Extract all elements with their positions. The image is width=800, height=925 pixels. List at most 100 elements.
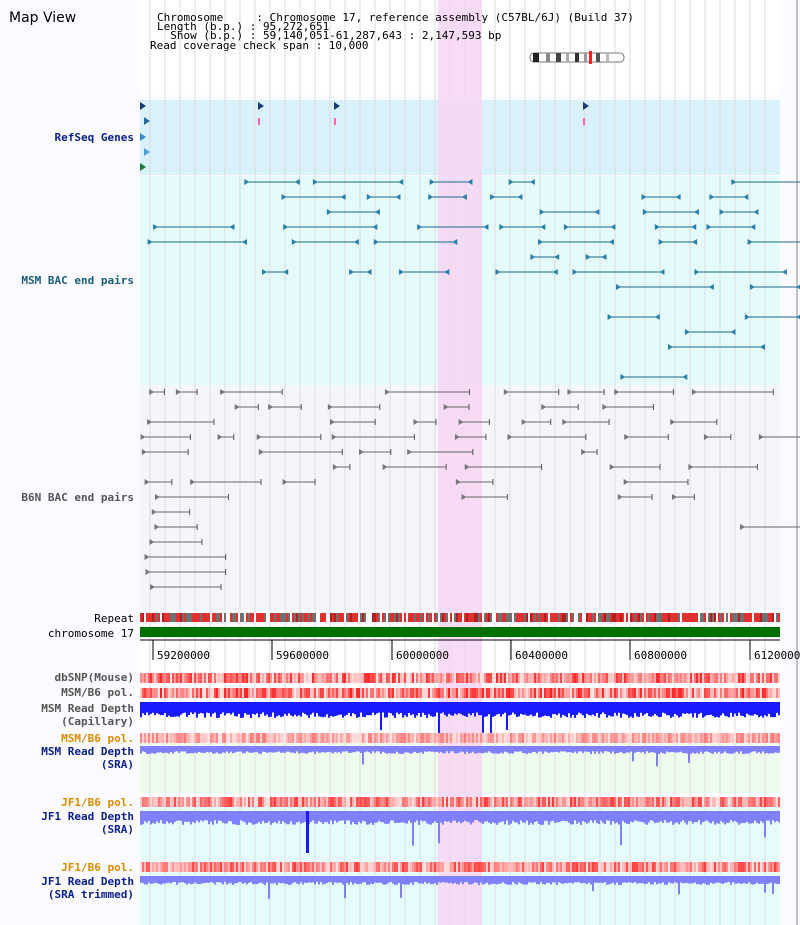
polymorphism-cell [226, 797, 228, 807]
repeat-element [538, 613, 540, 622]
polymorphism-cell [614, 862, 616, 872]
polymorphism-cell [746, 733, 748, 743]
snp-density-cell [550, 673, 552, 683]
polymorphism-cell [680, 733, 682, 743]
repeat-element [174, 613, 176, 622]
polymorphism-cell [224, 688, 226, 698]
read-depth-bar [268, 746, 270, 753]
bac-end-marker [759, 344, 765, 350]
polymorphism-cell [150, 862, 152, 872]
bac-end-marker [366, 194, 372, 200]
read-depth-bar [310, 702, 312, 715]
track-label-msm-b6-pol[interactable]: MSM/B6 pol. [61, 686, 134, 699]
polymorphism-cell [724, 797, 726, 807]
repeat-element [676, 613, 678, 622]
polymorphism-cell [776, 733, 778, 743]
read-depth-bar [300, 811, 302, 824]
bac-end-marker [366, 269, 372, 275]
track-label-msm-b6-pol-2[interactable]: MSM/B6 pol. [61, 732, 134, 745]
polymorphism-cell [706, 862, 708, 872]
polymorphism-cell [198, 797, 200, 807]
read-depth-bar [314, 702, 316, 717]
track-label-jf1-depth-trimmed[interactable]: JF1 Read Depth [41, 875, 134, 888]
track-label-refseq[interactable]: RefSeq Genes [54, 131, 134, 144]
read-depth-bar [578, 746, 580, 752]
snp-density-cell [192, 673, 194, 683]
track-label-dbsnp[interactable]: dbSNP(Mouse) [54, 671, 134, 684]
polymorphism-cell [488, 797, 490, 807]
read-depth-bar [620, 702, 622, 718]
polymorphism-cell [154, 733, 156, 743]
read-depth-bar [546, 702, 548, 717]
read-depth-bar [190, 746, 192, 754]
track-label-msm-bac[interactable]: MSM BAC end pairs [21, 274, 134, 287]
polymorphism-cell [632, 862, 634, 872]
polymorphism-cell [408, 862, 410, 872]
read-depth-bar [646, 702, 648, 714]
polymorphism-cell [616, 797, 618, 807]
polymorphism-cell [648, 688, 650, 698]
repeat-element [522, 613, 524, 622]
read-depth-bar [342, 746, 344, 752]
bac-end-marker [562, 419, 568, 425]
read-depth-bar [520, 746, 522, 752]
track-label-jf1-depth-sra[interactable]: JF1 Read Depth [41, 810, 134, 823]
read-depth-bar [212, 876, 214, 883]
snp-density-cell [340, 673, 342, 683]
polymorphism-cell [192, 797, 194, 807]
read-depth-bar [282, 811, 284, 822]
polymorphism-cell [444, 733, 446, 743]
polymorphism-cell [594, 733, 596, 743]
read-depth-bar [538, 702, 540, 718]
polymorphism-cell [718, 862, 720, 872]
read-depth-bar [592, 702, 594, 715]
polymorphism-cell [156, 862, 158, 872]
polymorphism-cell [390, 862, 392, 872]
snp-density-cell [564, 673, 566, 683]
polymorphism-cell [574, 862, 576, 872]
track-label-jf1-b6-pol-2[interactable]: JF1/B6 pol. [61, 861, 134, 874]
polymorphism-cell [228, 688, 230, 698]
read-depth-bar [484, 811, 486, 822]
polymorphism-cell [242, 862, 244, 872]
track-label-b6n-bac[interactable]: B6N BAC end pairs [21, 491, 134, 504]
track-label-chromosome[interactable]: chromosome 17 [47, 627, 134, 640]
read-depth-bar [582, 811, 584, 822]
polymorphism-cell [492, 862, 494, 872]
read-depth-bar [522, 811, 524, 823]
polymorphism-cell [742, 688, 744, 698]
polymorphism-cell [408, 733, 410, 743]
bac-end-marker [241, 239, 247, 245]
repeat-element [386, 613, 388, 622]
track-label-repeat[interactable]: Repeat [94, 612, 134, 625]
read-depth-bar [324, 702, 326, 717]
polymorphism-cell [404, 733, 406, 743]
polymorphism-cell [260, 862, 262, 872]
polymorphism-cell [590, 733, 592, 743]
read-depth-bar [426, 811, 428, 824]
read-depth-bar [238, 746, 240, 752]
polymorphism-cell [758, 862, 760, 872]
read-depth-bar [438, 746, 440, 753]
polymorphism-cell [258, 797, 260, 807]
snp-density-cell [672, 673, 674, 683]
read-depth-bar [352, 702, 354, 714]
read-depth-bar [644, 746, 646, 754]
track-label-msm-depth-sra[interactable]: MSM Read Depth [41, 745, 134, 758]
read-depth-bar [316, 876, 318, 882]
track-label-msm-depth-capillary[interactable]: MSM Read Depth [41, 702, 134, 715]
repeat-element [508, 613, 510, 622]
polymorphism-cell [222, 797, 224, 807]
polymorphism-cell [344, 862, 346, 872]
snp-density-cell [366, 673, 368, 683]
polymorphism-cell [274, 733, 276, 743]
track-label-jf1-b6-pol[interactable]: JF1/B6 pol. [61, 796, 134, 809]
read-depth-bar [476, 746, 478, 754]
polymorphism-cell [140, 797, 142, 807]
repeat-element [612, 613, 614, 622]
read-depth-bar [354, 702, 356, 715]
polymorphism-cell [420, 862, 422, 872]
read-depth-bar [162, 811, 164, 824]
read-depth-bar [248, 811, 250, 823]
